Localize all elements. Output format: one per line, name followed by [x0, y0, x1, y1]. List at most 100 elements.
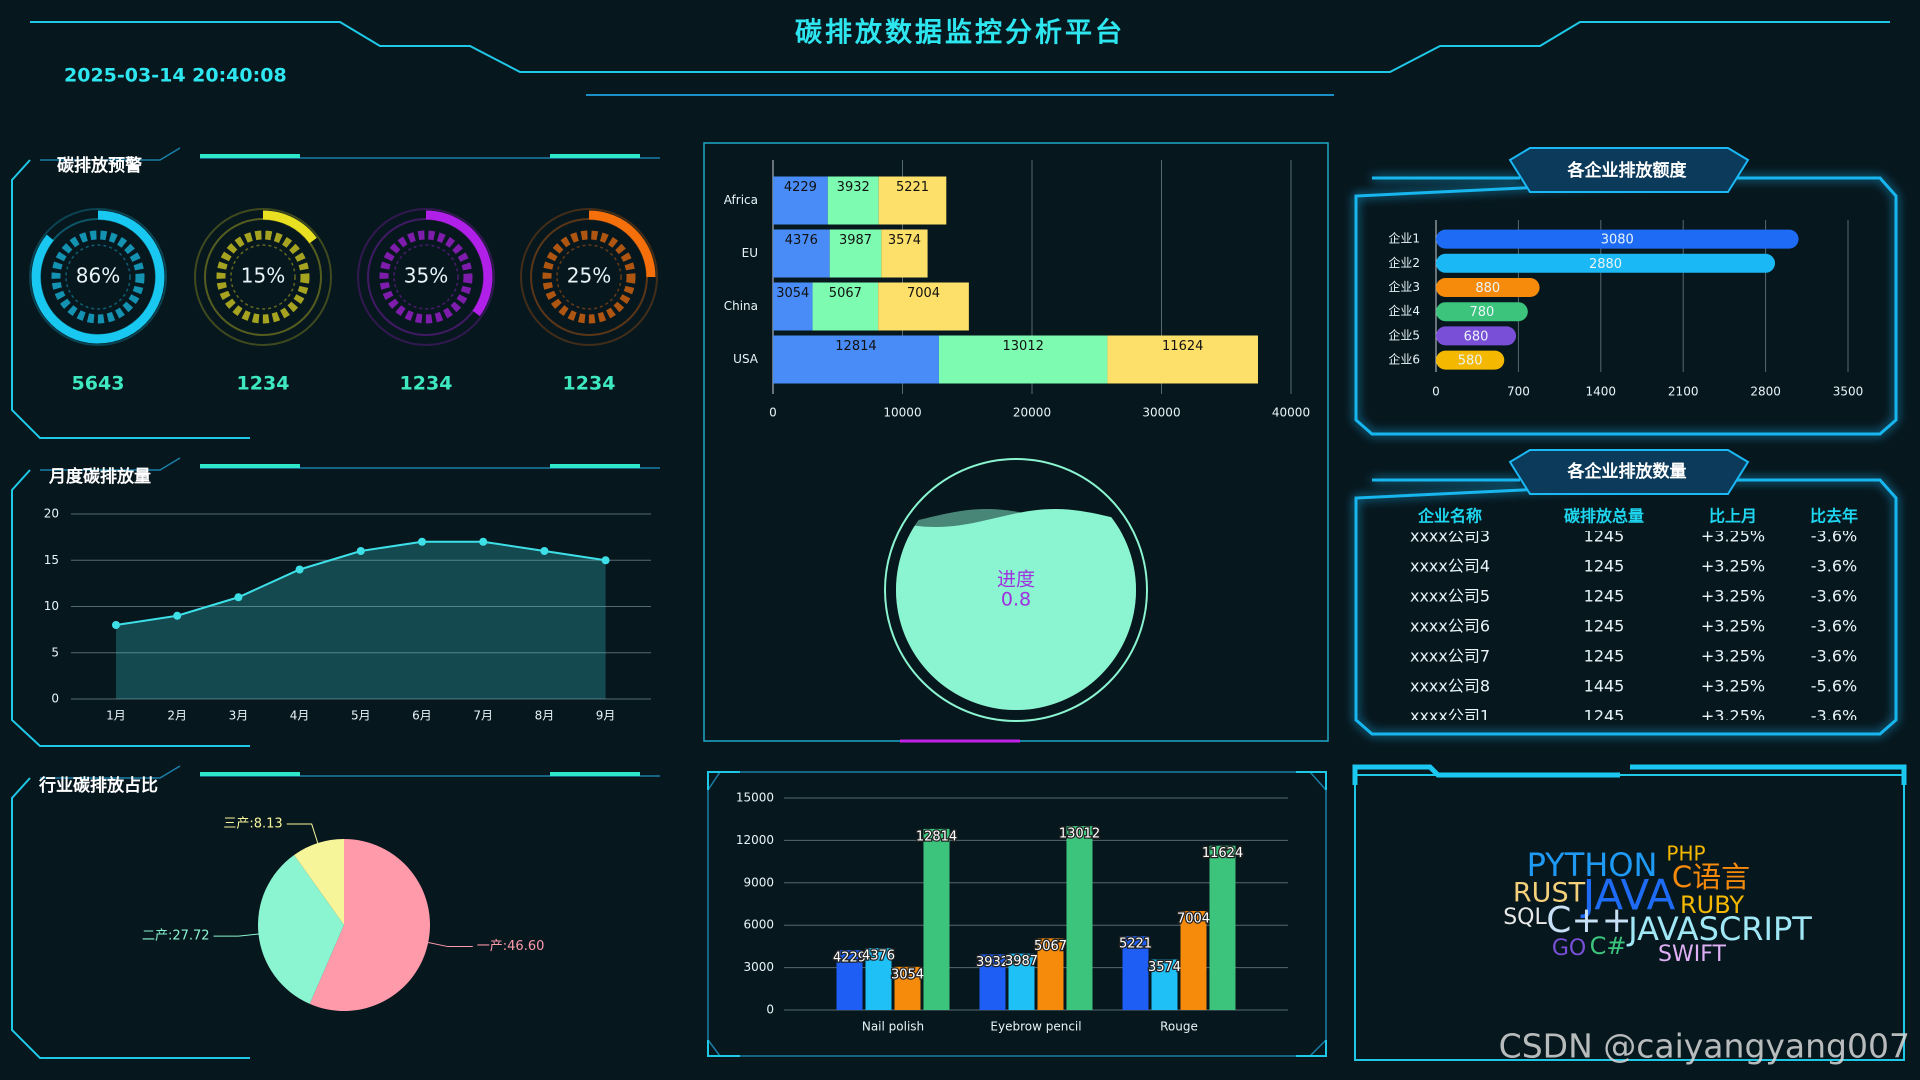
gauge-segments [51, 230, 145, 324]
y-tick-label: Africa [724, 193, 758, 207]
bar-label: 4229 [833, 951, 866, 966]
table-cell: +3.25% [1701, 557, 1765, 576]
y-tick-label: 企业2 [1388, 255, 1420, 270]
table-cell: xxxx公司1 [1410, 707, 1490, 726]
bar [1180, 911, 1207, 1010]
bar [1122, 936, 1149, 1010]
y-tick-label: 0 [766, 1003, 774, 1017]
table-body: xxxx公司3 1245 +3.25% -3.6% xxxx公司4 1245 +3.25% -… [1410, 527, 1857, 726]
table-header: 企业名称 [1417, 507, 1482, 526]
bar [979, 954, 1006, 1010]
gauge-segments [542, 230, 636, 324]
panel-title: 行业碳排放占比 [38, 775, 158, 796]
panel-frame [1354, 176, 1898, 436]
y-tick-label: 6000 [743, 918, 774, 932]
word: RUST [1513, 878, 1586, 909]
word: SWIFT [1658, 942, 1726, 967]
pie-leader [286, 823, 319, 844]
bar-segment [812, 282, 879, 331]
y-tick-label: 企业3 [1388, 279, 1420, 294]
bar-label: 3574 [1148, 960, 1181, 975]
table-cell: -3.6% [1811, 647, 1857, 666]
panel-corner [707, 771, 1327, 1057]
bar-label: 3054 [776, 286, 809, 301]
table-cell: xxxx公司4 [1410, 557, 1490, 576]
header-frame [30, 21, 1890, 73]
table-cell: +3.25% [1701, 587, 1765, 606]
bar [1037, 938, 1064, 1010]
page-title: 碳排放数据监控分析平台 [795, 17, 1125, 49]
gauge-arc [588, 210, 656, 278]
bar-segment [881, 229, 928, 278]
y-tick-label: 20 [44, 507, 59, 521]
pie-label: 二产:27.72 [142, 929, 210, 944]
y-tick-label: 企业4 [1388, 303, 1420, 318]
panel-corner [1352, 764, 1907, 785]
bar-label: 12814 [835, 339, 876, 354]
gauge-inner [556, 244, 622, 310]
bar-label: 580 [1458, 354, 1483, 369]
bar-label: 3054 [891, 967, 924, 982]
gauge-label: 35% [404, 264, 448, 288]
table-cell: +3.25% [1701, 707, 1765, 726]
table-cell: xxxx公司3 [1410, 527, 1490, 546]
table-cell: 1245 [1584, 707, 1625, 726]
word: C语言 [1672, 860, 1750, 894]
x-tick-label: 1400 [1586, 385, 1617, 399]
line-point [295, 565, 304, 574]
y-tick-label: 企业6 [1388, 352, 1420, 367]
bar [1066, 826, 1093, 1010]
table-cell: -3.6% [1811, 557, 1857, 576]
bar-label: 12814 [916, 829, 957, 844]
y-tick-label: 3000 [743, 960, 774, 974]
line-area [116, 541, 606, 699]
bar [1436, 350, 1505, 370]
word: C# [1590, 932, 1627, 960]
x-tick-label: 4月 [290, 709, 310, 723]
gauge-segments [216, 230, 310, 324]
y-tick-label: 10 [44, 599, 59, 613]
bar [1436, 302, 1528, 322]
bar [923, 828, 950, 1010]
bar-label: 4376 [785, 233, 818, 248]
gauge-inner [393, 244, 459, 310]
panel-frame [11, 469, 250, 747]
bar [1209, 845, 1236, 1010]
x-tick-label: 9月 [596, 709, 616, 723]
x-tick-label: 5月 [351, 709, 371, 723]
table-cell: xxxx公司5 [1410, 587, 1490, 606]
bar-label: 5067 [1034, 939, 1067, 954]
bar-label: 2880 [1589, 257, 1622, 272]
bar-segment [773, 335, 939, 384]
word: JAVASCRIPT [1626, 910, 1812, 948]
x-tick-label: 2月 [167, 709, 187, 723]
bar-segment [938, 335, 1108, 384]
bar-label: 880 [1475, 281, 1500, 296]
gauge-count: 1234 [237, 373, 290, 395]
panel-frame [11, 777, 250, 1059]
bar [1436, 229, 1799, 249]
gauge-segments [379, 230, 473, 324]
liquid-value: 0.8 [1001, 589, 1031, 611]
y-tick-label: 企业1 [1388, 231, 1420, 246]
bar [836, 950, 863, 1010]
gauge-arc [31, 210, 165, 344]
datetime: 2025-03-14 20:40:08 [64, 65, 287, 87]
table-cell: 1245 [1584, 557, 1625, 576]
line-point [540, 547, 549, 555]
y-tick-label: China [724, 299, 758, 313]
x-tick-label: 20000 [1013, 406, 1051, 420]
gauge-count: 1234 [400, 373, 453, 395]
line-point [479, 537, 488, 546]
x-tick-label: 3月 [229, 709, 249, 723]
bar [1436, 278, 1540, 297]
bar-segment [829, 229, 882, 278]
table-cell: -3.6% [1811, 587, 1857, 606]
bar-segment [773, 282, 813, 331]
x-tick-label: 30000 [1142, 406, 1180, 420]
panel-badge [1508, 147, 1750, 193]
x-tick-label: 0 [769, 406, 777, 420]
panel-title: 各企业排放数量 [1567, 461, 1687, 482]
gauge-track [357, 208, 495, 346]
y-tick-label: EU [742, 246, 758, 260]
